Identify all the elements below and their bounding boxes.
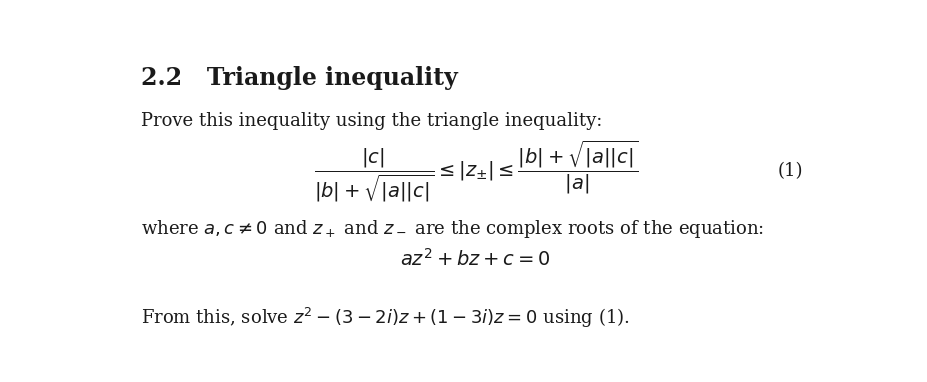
Text: 2.2   Triangle inequality: 2.2 Triangle inequality [141,66,457,91]
Text: $\dfrac{|c|}{|b| + \sqrt{|a||c|}} \leq |z_{\pm}| \leq \dfrac{|b| + \sqrt{|a||c|}: $\dfrac{|c|}{|b| + \sqrt{|a||c|}} \leq |… [313,138,637,204]
Text: From this, solve $z^2 - (3-2i)z + (1-3i)z = 0$ using (1).: From this, solve $z^2 - (3-2i)z + (1-3i)… [141,306,629,330]
Text: (1): (1) [777,162,802,180]
Text: where $a, c \neq 0$ and $z_+$ and $z_-$ are the complex roots of the equation:: where $a, c \neq 0$ and $z_+$ and $z_-$ … [141,218,764,240]
Text: $az^2 + bz + c = 0$: $az^2 + bz + c = 0$ [400,248,551,270]
Text: Prove this inequality using the triangle inequality:: Prove this inequality using the triangle… [141,112,602,130]
